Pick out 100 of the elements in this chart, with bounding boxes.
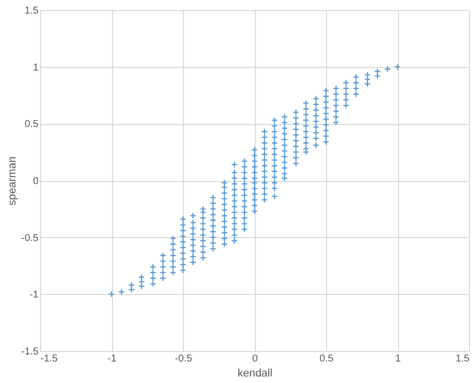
point — [231, 180, 238, 188]
point — [322, 132, 330, 140]
point — [231, 214, 238, 222]
point — [231, 169, 238, 176]
point — [261, 134, 268, 141]
point — [160, 269, 166, 276]
point — [231, 232, 238, 238]
point — [261, 151, 268, 158]
point — [281, 119, 288, 126]
point — [231, 186, 238, 193]
point — [342, 90, 350, 98]
point — [312, 106, 320, 114]
point — [261, 196, 268, 204]
point — [241, 198, 248, 204]
point — [302, 116, 310, 124]
point — [374, 72, 381, 80]
x-tick-label: -0.5 — [174, 354, 193, 364]
point — [231, 198, 238, 204]
point — [292, 132, 300, 138]
point — [118, 288, 125, 296]
y-tick-label: -1.5 — [21, 346, 39, 358]
point — [128, 282, 135, 288]
point — [221, 184, 228, 191]
x-tick-label: 0.5 — [320, 354, 334, 364]
point — [292, 114, 300, 122]
point — [364, 71, 371, 78]
point — [251, 169, 258, 176]
point — [271, 145, 278, 152]
point — [221, 190, 228, 196]
point — [200, 226, 206, 233]
point — [180, 232, 186, 240]
point — [190, 236, 196, 243]
point — [231, 174, 238, 182]
point — [190, 242, 196, 249]
point — [241, 226, 248, 233]
point — [271, 140, 278, 146]
point — [200, 206, 206, 212]
point — [128, 286, 135, 293]
point — [150, 274, 156, 282]
point — [332, 90, 340, 98]
point — [261, 128, 268, 135]
point — [312, 129, 320, 136]
point — [241, 169, 248, 176]
point — [200, 237, 206, 244]
point — [302, 148, 310, 156]
point — [302, 145, 310, 152]
point — [281, 158, 288, 166]
point — [190, 212, 196, 220]
point — [312, 101, 320, 108]
point — [170, 252, 176, 259]
point — [302, 111, 310, 118]
point — [281, 148, 288, 154]
point — [261, 179, 268, 186]
point — [180, 221, 186, 228]
point — [352, 90, 360, 98]
point — [312, 124, 320, 130]
point — [170, 269, 176, 276]
point — [261, 156, 268, 164]
point — [210, 200, 216, 207]
point — [271, 116, 278, 124]
point — [221, 240, 228, 248]
point — [302, 106, 310, 112]
point — [200, 243, 206, 250]
y-tick-label: -1 — [30, 290, 39, 301]
point — [210, 194, 216, 201]
point — [190, 253, 196, 260]
point — [302, 128, 310, 135]
point — [231, 237, 238, 244]
point — [200, 214, 206, 222]
point — [302, 100, 310, 107]
point — [221, 218, 228, 225]
point — [332, 96, 340, 104]
point — [251, 158, 258, 165]
point — [281, 124, 288, 132]
point — [160, 264, 166, 270]
point — [281, 170, 288, 178]
point — [231, 220, 238, 228]
point — [241, 208, 248, 216]
point — [312, 112, 320, 120]
point — [251, 190, 258, 198]
point — [251, 152, 258, 159]
y-tick-label: 1.5 — [24, 6, 39, 16]
point — [271, 122, 278, 130]
point — [200, 208, 206, 216]
y-tick-label: 0 — [32, 176, 39, 187]
point — [210, 211, 216, 218]
point — [292, 108, 300, 116]
point — [241, 220, 248, 228]
point — [292, 137, 300, 144]
point — [352, 74, 360, 80]
x-tick-label: 1 — [395, 354, 402, 364]
point — [292, 148, 300, 156]
point — [374, 68, 381, 75]
point — [261, 162, 268, 170]
point — [251, 146, 258, 154]
point — [241, 186, 248, 193]
point — [160, 274, 166, 282]
point — [271, 134, 278, 141]
point — [281, 153, 288, 160]
point — [180, 227, 186, 234]
